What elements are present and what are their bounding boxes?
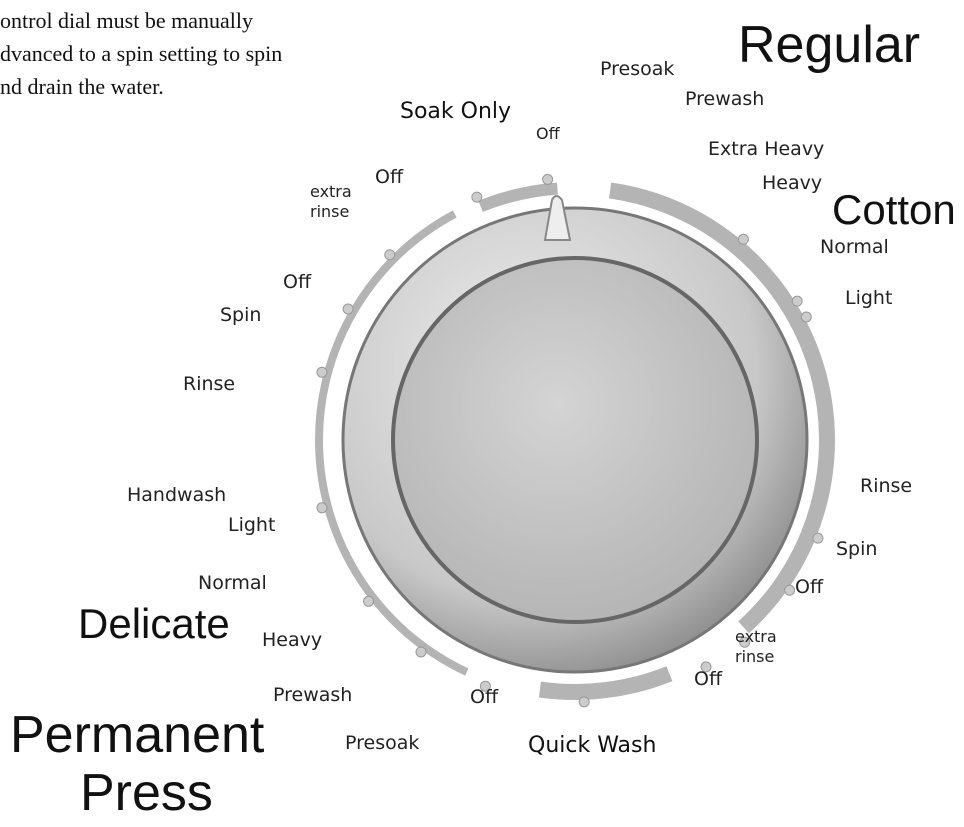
- dot: [385, 250, 395, 260]
- setting-label: Spin: [220, 304, 261, 326]
- dot: [343, 304, 353, 314]
- setting-label: Heavy: [762, 172, 822, 194]
- setting-label: Off: [470, 686, 499, 708]
- setting-label: Light: [228, 514, 275, 536]
- setting-label: Rinse: [860, 475, 912, 497]
- setting-label: Prewash: [685, 88, 764, 110]
- arc: [540, 674, 669, 692]
- dot: [317, 503, 327, 513]
- dot: [317, 367, 327, 377]
- setting-label: Prewash: [273, 684, 352, 706]
- dot: [472, 192, 482, 202]
- setting-label: Presoak: [345, 732, 419, 754]
- dot: [416, 647, 426, 657]
- setting-label: rinse: [310, 202, 349, 221]
- setting-label: Normal: [820, 236, 889, 258]
- setting-label: Spin: [836, 538, 877, 560]
- setting-label: Extra Heavy: [708, 138, 824, 160]
- dial-pointer: [545, 196, 570, 240]
- setting-label: Heavy: [262, 629, 322, 651]
- heading: Regular: [738, 16, 920, 74]
- dot: [543, 174, 553, 184]
- dot: [738, 234, 748, 244]
- setting-label: Light: [845, 287, 892, 309]
- setting-label: Presoak: [600, 58, 674, 80]
- setting-label: Off: [536, 124, 561, 143]
- setting-label: Off: [283, 271, 312, 293]
- setting-label: rinse: [735, 647, 774, 666]
- dial-face: [393, 258, 757, 622]
- intro-line: nd drain the water.: [0, 74, 164, 99]
- heading: Press: [80, 764, 213, 822]
- heading: Permanent: [10, 706, 265, 764]
- setting-label: Off: [795, 576, 824, 598]
- dot: [801, 312, 811, 322]
- setting-label: Normal: [198, 572, 267, 594]
- dial-diagram: ontrol dial must be manually dvanced to …: [0, 0, 964, 827]
- arc: [481, 189, 558, 207]
- dot: [364, 596, 374, 606]
- setting-label: extra: [735, 627, 777, 646]
- heading: Cotton: [832, 186, 956, 233]
- dot: [792, 296, 802, 306]
- dot: [579, 697, 589, 707]
- dot: [813, 533, 823, 543]
- setting-label: Rinse: [183, 373, 235, 395]
- heading: Delicate: [78, 600, 230, 647]
- page: ontrol dial must be manually dvanced to …: [0, 0, 964, 827]
- setting-label: Handwash: [127, 484, 226, 506]
- intro-line: ontrol dial must be manually: [0, 8, 253, 33]
- intro-line: dvanced to a spin setting to spin: [0, 41, 282, 66]
- heading: Soak Only: [400, 99, 511, 124]
- setting-label: Off: [694, 668, 723, 690]
- dot: [785, 585, 795, 595]
- setting-label: Off: [375, 166, 404, 188]
- heading: Quick Wash: [528, 733, 656, 758]
- setting-label: extra: [310, 182, 352, 201]
